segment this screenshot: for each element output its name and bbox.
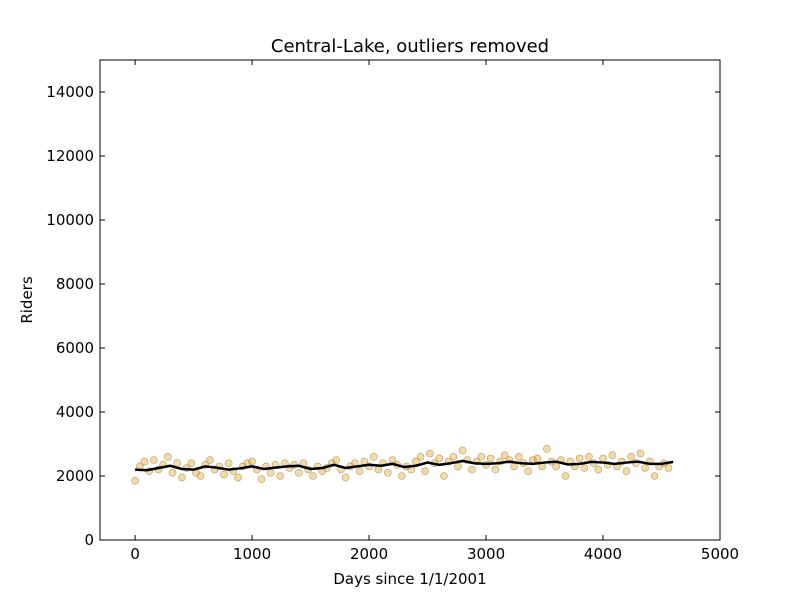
trend-line: [135, 459, 674, 472]
y-tick-label: 8000: [56, 275, 94, 293]
x-tick-label: 4000: [584, 545, 622, 563]
scatter-point: [206, 456, 214, 464]
scatter-point: [140, 457, 149, 466]
scatter-point: [440, 472, 448, 480]
scatter-point: [220, 470, 228, 479]
scatter-point: [150, 456, 158, 464]
scatter-point: [454, 462, 462, 471]
scatter-point: [383, 468, 392, 477]
scatter-point: [524, 467, 532, 476]
scatter-point: [477, 452, 486, 461]
scatter-point: [435, 454, 444, 463]
scatter-point: [266, 468, 275, 477]
scatter-point: [332, 456, 341, 464]
scatter-point: [510, 462, 518, 471]
x-tick-label: 2000: [350, 545, 388, 563]
scatter-point: [580, 464, 589, 472]
x-tick-label: 1000: [233, 545, 271, 563]
scatter-point: [664, 464, 673, 472]
scatter-point: [309, 472, 317, 480]
y-tick-label: 2000: [56, 467, 94, 485]
scatter-point: [575, 454, 584, 463]
scatter-point: [486, 454, 495, 463]
scatter-point: [173, 459, 182, 468]
plot-frame: [99, 59, 721, 541]
scatter-point: [599, 454, 607, 463]
scatter-point: [426, 449, 434, 458]
scatter-point: [131, 476, 139, 485]
x-tick-label: 0: [130, 545, 140, 563]
scatter-point: [369, 452, 378, 461]
scatter-point: [187, 459, 196, 468]
y-tick-label: 6000: [56, 339, 94, 357]
scatter-point: [416, 452, 425, 461]
y-tick-label: 14000: [46, 83, 94, 101]
x-tick-label: 3000: [467, 545, 505, 563]
scatter-point: [234, 473, 242, 482]
scatter-point: [552, 462, 561, 471]
scatter-point: [594, 465, 603, 474]
y-tick-label: 4000: [56, 403, 94, 421]
x-tick-label: 5000: [701, 545, 739, 563]
scatter-point: [561, 472, 570, 480]
scatter-point: [636, 449, 645, 458]
scatter-point: [641, 464, 649, 472]
scatter-point: [421, 467, 430, 476]
scatter-point: [196, 472, 205, 480]
scatter-point: [458, 446, 467, 455]
scatter-point: [248, 457, 256, 466]
scatter-point: [295, 468, 303, 477]
scatter-point: [449, 452, 458, 461]
scatter-point: [341, 473, 350, 482]
scatter-point: [355, 467, 364, 476]
scatter-point: [224, 459, 233, 468]
scatter-point: [543, 444, 551, 453]
scatter-point: [257, 475, 266, 484]
y-tick-label: 12000: [46, 147, 94, 165]
scatter-point: [374, 465, 383, 474]
y-axis-label: Riders: [18, 276, 36, 324]
scatter-point: [168, 468, 177, 477]
scatter-point: [585, 452, 593, 461]
scatter-point: [276, 472, 284, 480]
scatter-point: [178, 473, 186, 482]
x-axis-label: Days since 1/1/2001: [333, 570, 486, 588]
y-tick-label: 0: [84, 531, 94, 549]
scatter-point: [608, 451, 617, 460]
scatter-point: [468, 465, 476, 474]
scatter-point: [500, 451, 509, 460]
scatter-point: [650, 472, 659, 480]
scatter-point: [491, 465, 500, 474]
chart-title: Central-Lake, outliers removed: [271, 36, 549, 57]
scatter-point: [622, 467, 631, 476]
y-tick-label: 10000: [46, 211, 94, 229]
scatter-point: [627, 452, 635, 461]
scatter-point: [533, 454, 542, 463]
scatter-point: [164, 452, 172, 461]
scatter-point: [514, 452, 523, 461]
plot-area: [131, 444, 674, 485]
scatter-point: [398, 472, 406, 480]
